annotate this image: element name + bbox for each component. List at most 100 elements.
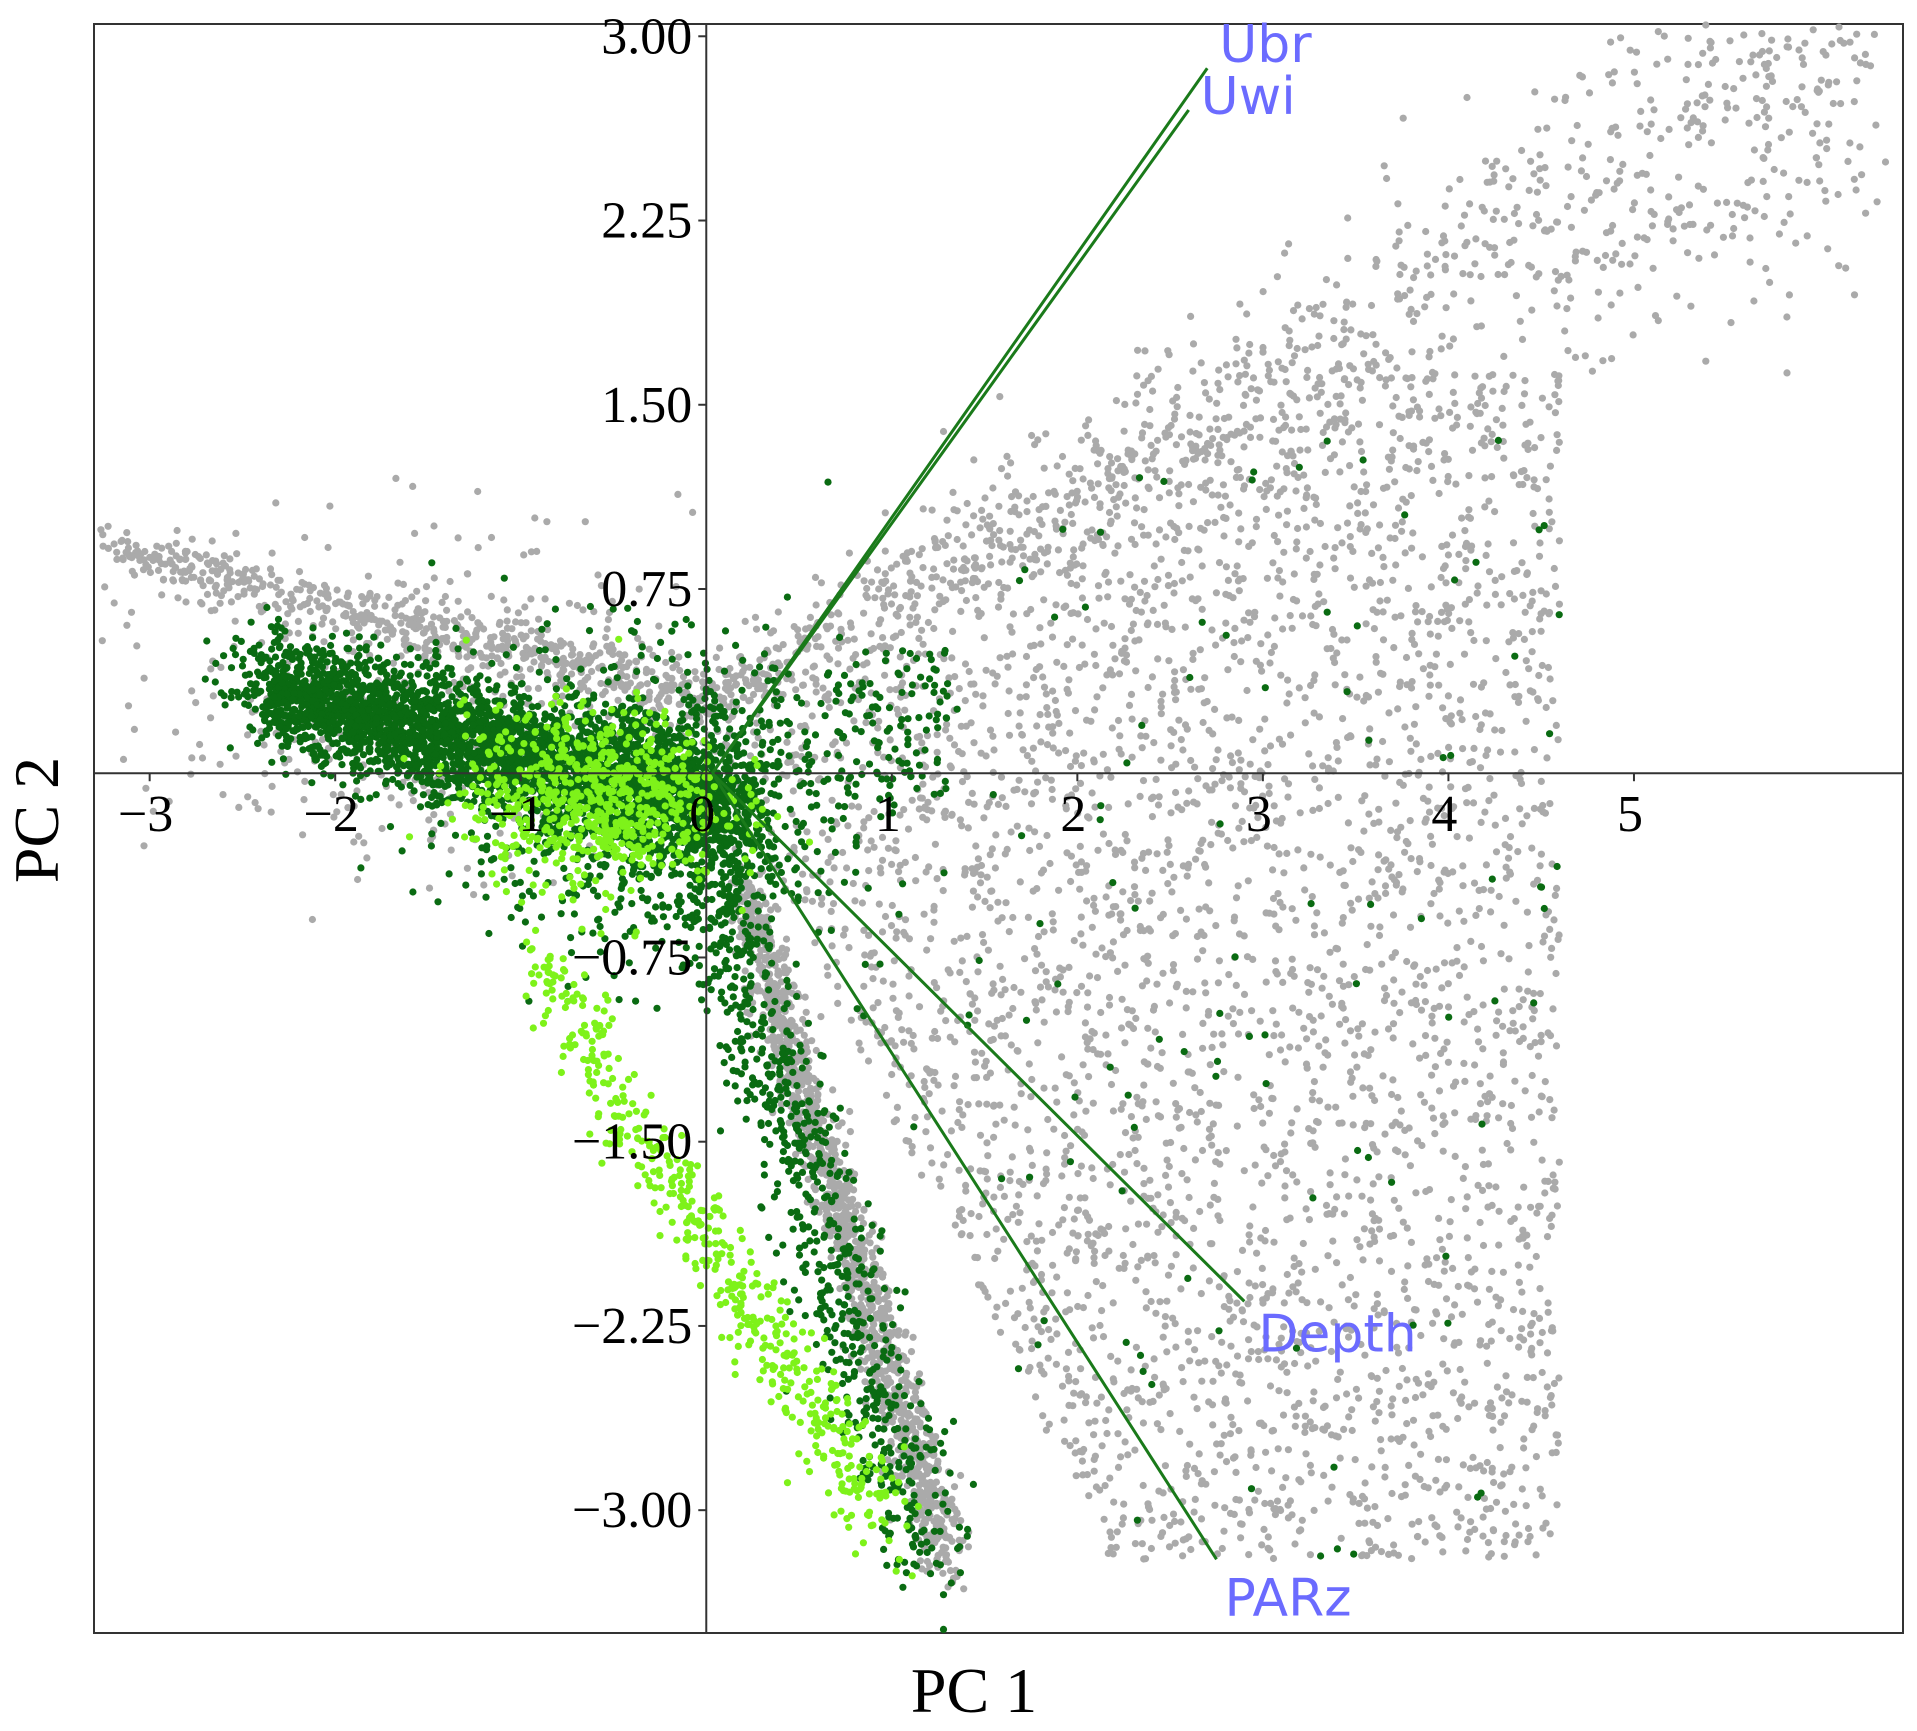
- data-point: [869, 1004, 877, 1012]
- data-point: [1042, 978, 1050, 986]
- data-point: [1256, 661, 1264, 669]
- data-point: [1289, 307, 1298, 315]
- data-point: [986, 726, 995, 734]
- data-point: [1152, 447, 1160, 455]
- data-point: [943, 560, 951, 568]
- data-point: [847, 1016, 855, 1024]
- data-point: [621, 651, 629, 659]
- data-point: [1363, 941, 1371, 949]
- data-point: [1226, 784, 1234, 792]
- data-point: [391, 612, 399, 620]
- data-point: [1341, 671, 1349, 679]
- data-point: [1414, 1137, 1422, 1145]
- data-point: [1029, 492, 1037, 501]
- data-point: [1541, 1177, 1549, 1185]
- data-point: [860, 609, 868, 617]
- data-point: [1608, 79, 1616, 87]
- data-point: [850, 717, 858, 725]
- data-point: [1273, 492, 1281, 500]
- data-point: [1455, 1483, 1463, 1491]
- data-point: [1278, 364, 1286, 372]
- data-point: [1809, 129, 1817, 137]
- data-point: [1192, 855, 1200, 863]
- data-point: [1151, 583, 1159, 591]
- data-point: [1290, 459, 1299, 468]
- data-point: [812, 688, 820, 696]
- data-point: [1706, 96, 1714, 104]
- data-point: [202, 551, 210, 559]
- data-point: [1795, 46, 1803, 54]
- data-point: [1409, 529, 1417, 537]
- data-point: [1174, 803, 1182, 811]
- data-point: [1605, 71, 1613, 79]
- data-point: [932, 573, 941, 581]
- data-point: [1127, 897, 1135, 905]
- data-point: [1370, 1233, 1378, 1241]
- data-point: [1411, 1393, 1420, 1402]
- data-point: [1227, 1413, 1235, 1421]
- data-point: [1309, 1089, 1317, 1097]
- data-point: [169, 577, 178, 585]
- data-point: [1382, 856, 1390, 864]
- data-point: [1265, 1109, 1273, 1117]
- data-point: [1421, 303, 1429, 311]
- data-point: [1541, 1412, 1549, 1420]
- data-point: [943, 720, 951, 729]
- data-point: [917, 582, 925, 590]
- data-point: [1219, 1041, 1227, 1049]
- data-point: [1202, 389, 1210, 397]
- data-point: [1259, 288, 1267, 296]
- data-point: [1406, 286, 1414, 294]
- data-point: [1474, 582, 1482, 590]
- data-point: [884, 844, 893, 852]
- data-point: [1289, 1171, 1297, 1179]
- data-point: [953, 535, 961, 544]
- data-point: [1073, 560, 1081, 568]
- data-point: [1431, 1521, 1439, 1529]
- data-point: [1557, 272, 1565, 280]
- data-point: [1099, 1333, 1108, 1341]
- data-point: [1750, 297, 1758, 305]
- data-point: [1128, 1007, 1136, 1015]
- data-point: [1612, 250, 1620, 258]
- data-point: [1045, 489, 1053, 497]
- data-point: [996, 962, 1004, 970]
- data-point: [1511, 748, 1519, 756]
- data-point: [1825, 120, 1833, 128]
- data-point: [1290, 1262, 1298, 1271]
- data-point: [959, 563, 968, 572]
- data-point: [867, 949, 876, 958]
- data-point: [1012, 1202, 1021, 1210]
- data-point: [1401, 723, 1409, 731]
- data-point: [1107, 773, 1115, 781]
- data-point: [1098, 1307, 1106, 1315]
- data-point: [1380, 997, 1389, 1005]
- data-point: [1250, 1091, 1258, 1099]
- data-point: [1072, 1378, 1080, 1386]
- data-point: [1458, 1393, 1466, 1401]
- data-point: [1235, 716, 1243, 725]
- data-point: [1030, 790, 1038, 798]
- data-point: [1195, 847, 1203, 855]
- data-point: [1163, 1297, 1171, 1305]
- data-point: [1146, 1398, 1154, 1406]
- data-point: [1549, 1005, 1557, 1013]
- data-point: [893, 928, 901, 936]
- data-point: [1169, 932, 1177, 940]
- data-point: [1286, 612, 1294, 620]
- data-point: [954, 1118, 962, 1127]
- data-point: [288, 605, 296, 613]
- data-point: [1125, 1150, 1133, 1159]
- data-point: [1083, 1003, 1092, 1011]
- data-point: [1320, 598, 1328, 606]
- data-point: [1413, 403, 1421, 411]
- data-point: [1053, 1098, 1061, 1106]
- data-point: [1249, 955, 1257, 964]
- data-point: [1783, 369, 1791, 377]
- data-point: [1240, 616, 1248, 624]
- data-point: [1536, 539, 1544, 547]
- data-point: [978, 931, 987, 939]
- data-point: [1232, 1495, 1240, 1504]
- data-point: [1526, 1532, 1534, 1541]
- data-point: [1310, 1506, 1318, 1514]
